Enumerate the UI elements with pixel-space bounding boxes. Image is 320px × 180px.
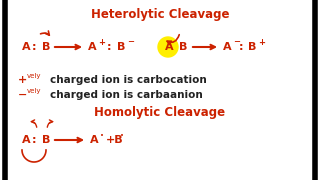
Text: +: + — [18, 75, 27, 85]
Text: A: A — [88, 42, 97, 52]
Text: A: A — [22, 42, 31, 52]
Text: B: B — [179, 42, 188, 52]
Text: A: A — [223, 42, 232, 52]
Text: −: − — [18, 90, 28, 100]
Text: B: B — [42, 135, 50, 145]
Text: +: + — [98, 37, 105, 46]
Text: +: + — [258, 37, 265, 46]
Text: −: − — [233, 37, 240, 46]
Text: :: : — [32, 42, 36, 52]
Text: vely: vely — [27, 73, 42, 79]
Text: •: • — [100, 133, 104, 139]
Text: B: B — [42, 42, 50, 52]
Text: :: : — [239, 42, 244, 52]
Text: vely: vely — [27, 88, 42, 94]
Text: Heterolytic Cleavage: Heterolytic Cleavage — [91, 8, 229, 21]
Text: −: − — [127, 37, 134, 46]
Text: B: B — [248, 42, 256, 52]
Text: charged ion is carbocation: charged ion is carbocation — [50, 75, 207, 85]
Text: charged ion is carbaanion: charged ion is carbaanion — [50, 90, 203, 100]
Text: A: A — [90, 135, 99, 145]
Text: •: • — [120, 133, 124, 139]
Text: B: B — [117, 42, 125, 52]
Text: :: : — [32, 135, 36, 145]
Text: :: : — [107, 42, 111, 52]
Text: +B: +B — [106, 135, 124, 145]
Circle shape — [158, 37, 178, 57]
Text: A: A — [165, 42, 174, 52]
Text: Homolytic Cleavage: Homolytic Cleavage — [94, 105, 226, 118]
Text: A: A — [22, 135, 31, 145]
